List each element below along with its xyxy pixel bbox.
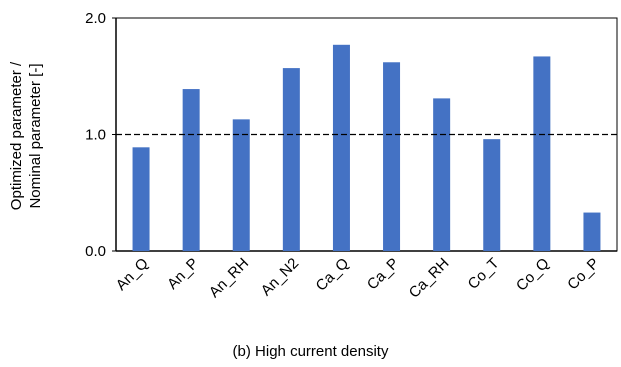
x-tick-label: Ca_P [364, 255, 403, 294]
x-tick-label: An_RH [206, 255, 252, 301]
y-tick-label: 1.0 [85, 127, 106, 144]
bar-An_Q [132, 147, 150, 251]
x-tick-label: Co_T [465, 255, 503, 293]
bar-An_N2 [282, 68, 300, 251]
bar-An_RH [232, 119, 250, 251]
bars-group [132, 44, 601, 251]
x-tick-label: Ca_Q [313, 255, 353, 295]
x-tick-label: An_N2 [258, 255, 302, 299]
y-axis-label-line-2: Nominal parameter [-] [27, 63, 44, 209]
x-tick-label: An_P [164, 255, 202, 293]
bar-Ca_P [383, 62, 401, 251]
y-axis-label-line-1: Optimized parameter / [8, 61, 25, 211]
x-tick-label: Co_Q [513, 255, 553, 295]
x-tick-label: Ca_RH [406, 255, 453, 302]
x-tick-labels: An_Q An_P An_RH An_N2 Ca_Q Ca_P Ca_RH Co_T Co_Q C… [113, 255, 603, 302]
y-tick-label: 0.0 [85, 243, 106, 260]
bar-Co_T [483, 139, 501, 251]
y-tick-labels: 0.0 1.0 2.0 [85, 10, 116, 260]
bar-Ca_Q [332, 44, 350, 251]
bar-An_P [182, 89, 200, 251]
bar-Ca_RH [433, 98, 451, 251]
x-tick-label: An_Q [113, 255, 152, 294]
bar-Co_Q [533, 56, 551, 251]
x-axis-caption: (b) High current density [232, 343, 389, 360]
x-tick-label: Co_P [564, 255, 603, 294]
y-tick-label: 2.0 [85, 10, 106, 27]
bar-Co_P [583, 212, 601, 251]
